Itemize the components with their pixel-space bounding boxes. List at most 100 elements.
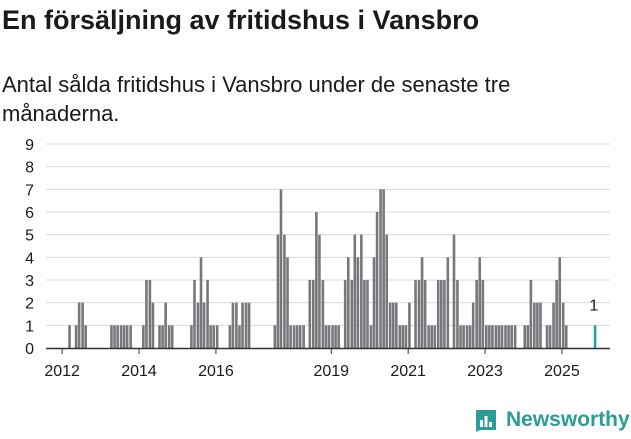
bar bbox=[206, 280, 209, 348]
bar bbox=[238, 325, 241, 348]
bar bbox=[484, 325, 488, 348]
y-tick-label: 4 bbox=[25, 250, 34, 267]
y-tick-label: 8 bbox=[25, 160, 34, 177]
bar bbox=[491, 325, 494, 348]
gridlines bbox=[46, 143, 610, 326]
bar bbox=[228, 325, 232, 348]
bar bbox=[283, 234, 286, 348]
bar bbox=[372, 257, 376, 348]
bar bbox=[84, 325, 87, 348]
x-tick-label: 2014 bbox=[121, 363, 157, 380]
bar bbox=[408, 302, 411, 348]
bar bbox=[81, 302, 84, 348]
x-tick-label: 2012 bbox=[44, 363, 80, 380]
bar bbox=[360, 234, 363, 348]
bar bbox=[343, 280, 347, 348]
bar bbox=[414, 280, 417, 348]
bar bbox=[379, 189, 382, 348]
bar bbox=[337, 325, 340, 348]
bar bbox=[497, 325, 501, 348]
bar bbox=[241, 302, 244, 348]
brand-name: Newsworthy bbox=[506, 408, 630, 431]
bar bbox=[385, 234, 389, 348]
bar bbox=[119, 325, 123, 348]
bar bbox=[555, 280, 558, 348]
bar bbox=[548, 325, 552, 348]
bar bbox=[391, 302, 395, 348]
x-axis: 2012 2014 2016 2019 2021 2023 2025 bbox=[44, 347, 610, 380]
bar bbox=[494, 325, 498, 348]
bar bbox=[513, 325, 517, 348]
bar bbox=[452, 234, 456, 348]
bar bbox=[401, 325, 405, 348]
bar bbox=[395, 302, 398, 348]
bar bbox=[561, 302, 565, 348]
bar bbox=[356, 257, 360, 348]
y-axis: 0 1 2 3 4 5 6 7 8 9 bbox=[25, 137, 34, 358]
bar bbox=[430, 325, 433, 348]
x-tick-label: 2016 bbox=[198, 363, 234, 380]
annotations: 1 bbox=[589, 297, 598, 314]
bar bbox=[526, 325, 530, 348]
bar bbox=[404, 325, 408, 348]
x-tick-label: 2023 bbox=[467, 363, 503, 380]
bar bbox=[440, 280, 443, 348]
bar bbox=[74, 325, 78, 348]
bar bbox=[446, 257, 450, 348]
bar-highlight bbox=[593, 325, 597, 348]
y-tick-label: 7 bbox=[25, 182, 34, 199]
bar bbox=[315, 212, 318, 348]
bar bbox=[158, 325, 161, 348]
bar bbox=[318, 234, 321, 348]
bar bbox=[209, 325, 212, 348]
bar bbox=[129, 325, 132, 348]
bars bbox=[68, 189, 597, 348]
bar bbox=[77, 302, 81, 348]
bar bbox=[164, 302, 167, 348]
bar bbox=[276, 234, 280, 348]
bar bbox=[350, 280, 354, 348]
bar bbox=[215, 325, 219, 348]
bar bbox=[478, 257, 482, 348]
y-tick-label: 0 bbox=[25, 341, 34, 358]
bar bbox=[327, 325, 331, 348]
bar bbox=[510, 325, 513, 348]
y-tick-label: 5 bbox=[25, 228, 34, 245]
y-tick-label: 1 bbox=[25, 318, 34, 335]
bar bbox=[481, 280, 485, 348]
bar bbox=[475, 280, 478, 348]
bar bbox=[462, 325, 465, 348]
bar bbox=[148, 280, 152, 348]
bar bbox=[375, 212, 379, 348]
highlight-label: 1 bbox=[589, 297, 598, 314]
bar bbox=[456, 280, 459, 348]
x-tick-label: 2021 bbox=[390, 363, 426, 380]
bar bbox=[388, 302, 392, 348]
bar bbox=[366, 280, 369, 348]
bar bbox=[382, 189, 385, 348]
chart-subtitle: Antal sålda fritidshus i Vansbro under d… bbox=[2, 72, 511, 126]
bar bbox=[398, 325, 402, 348]
bar bbox=[145, 280, 148, 348]
bar bbox=[500, 325, 504, 348]
bar bbox=[471, 302, 475, 348]
bar bbox=[273, 325, 277, 348]
x-tick-label: 2019 bbox=[313, 363, 349, 380]
bar bbox=[465, 325, 469, 348]
bar bbox=[142, 325, 145, 348]
y-tick-label: 9 bbox=[25, 137, 34, 154]
bar-chart-logo-icon bbox=[476, 410, 496, 432]
bar bbox=[436, 280, 440, 348]
bar bbox=[507, 325, 510, 348]
brand-logo: Newsworthy bbox=[474, 406, 630, 434]
bar bbox=[363, 280, 366, 348]
bar bbox=[279, 189, 283, 348]
bar bbox=[353, 234, 357, 348]
bar bbox=[292, 325, 296, 348]
bar bbox=[443, 280, 446, 348]
bar bbox=[423, 280, 427, 348]
bar bbox=[321, 280, 325, 348]
bar bbox=[417, 280, 421, 348]
bar bbox=[170, 325, 174, 348]
